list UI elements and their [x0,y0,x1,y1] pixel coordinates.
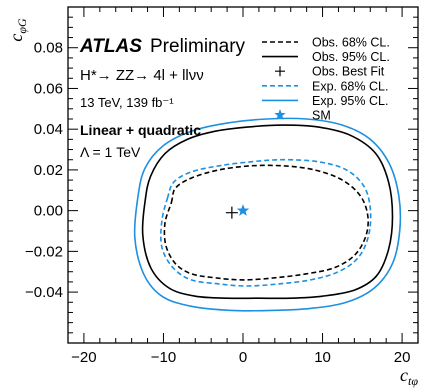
header-energy-lumi: 13 TeV, 139 fb⁻¹ [80,95,174,110]
x-tick-label: 20 [394,349,411,366]
svg-text:cφG: cφG [6,18,29,42]
header-experiment: ATLAS [79,36,142,57]
markers [225,204,250,219]
plot-frame [67,6,419,344]
contour-exp-68-cl [160,158,372,287]
legend-label-obs-best-fit: Obs. Best Fit [312,65,385,79]
y-tick-label: 0.06 [34,80,63,97]
header-block: ATLAS Preliminary H*→ ZZ→ 4l + llνν 13 T… [79,36,246,160]
y-tick-label: 0.04 [34,121,63,138]
y-tick-label: 0.02 [34,162,63,179]
legend-label-obs-95-cl: Obs. 95% CL. [312,50,390,64]
legend: Obs. 68% CL.Obs. 95% CL.Obs. Best FitExp… [262,36,390,123]
x-tick-label: −20 [71,349,96,366]
legend-label-exp-95-cl: Exp. 95% CL. [312,94,388,108]
contour-exp-95-cl [133,117,402,312]
header-scale: Λ = 1 TeV [80,144,141,160]
y-tick-label: 0.08 [34,40,63,57]
x-axis-label: ctφ [400,365,418,388]
contour-obs-68-cl [163,164,369,281]
y-tick-label: −0.02 [25,243,63,260]
legend-label-sm: SM [312,109,331,123]
best-fit-marker [225,206,238,219]
y-tick-label: 0.00 [34,203,63,220]
tick-labels: −20 −10 0 10 20 −0.04 −0.02 0.00 0.02 0.04 0.06 0.0… [25,40,410,366]
y-tick-label: −0.04 [25,284,63,301]
sm-marker [236,204,250,216]
header-fit-mode: Linear + quadratic [80,122,201,138]
x-tick-label: −10 [151,349,176,366]
header-process: H*→ ZZ→ 4l + llνν [80,67,204,84]
legend-label-exp-68-cl: Exp. 68% CL. [312,79,388,93]
x-tick-label: 10 [314,349,331,366]
contours [133,117,402,312]
y-axis-label: cφG [6,18,29,42]
legend-label-obs-68-cl: Obs. 68% CL. [312,36,390,50]
legend-swatch-sm [274,109,286,120]
legend-swatch-obs-best-fit [275,66,285,77]
header-status: Preliminary [150,36,246,57]
contour-obs-95-cl [141,124,394,300]
x-tick-label: 0 [239,349,247,366]
svg-text:ctφ: ctφ [400,365,418,388]
